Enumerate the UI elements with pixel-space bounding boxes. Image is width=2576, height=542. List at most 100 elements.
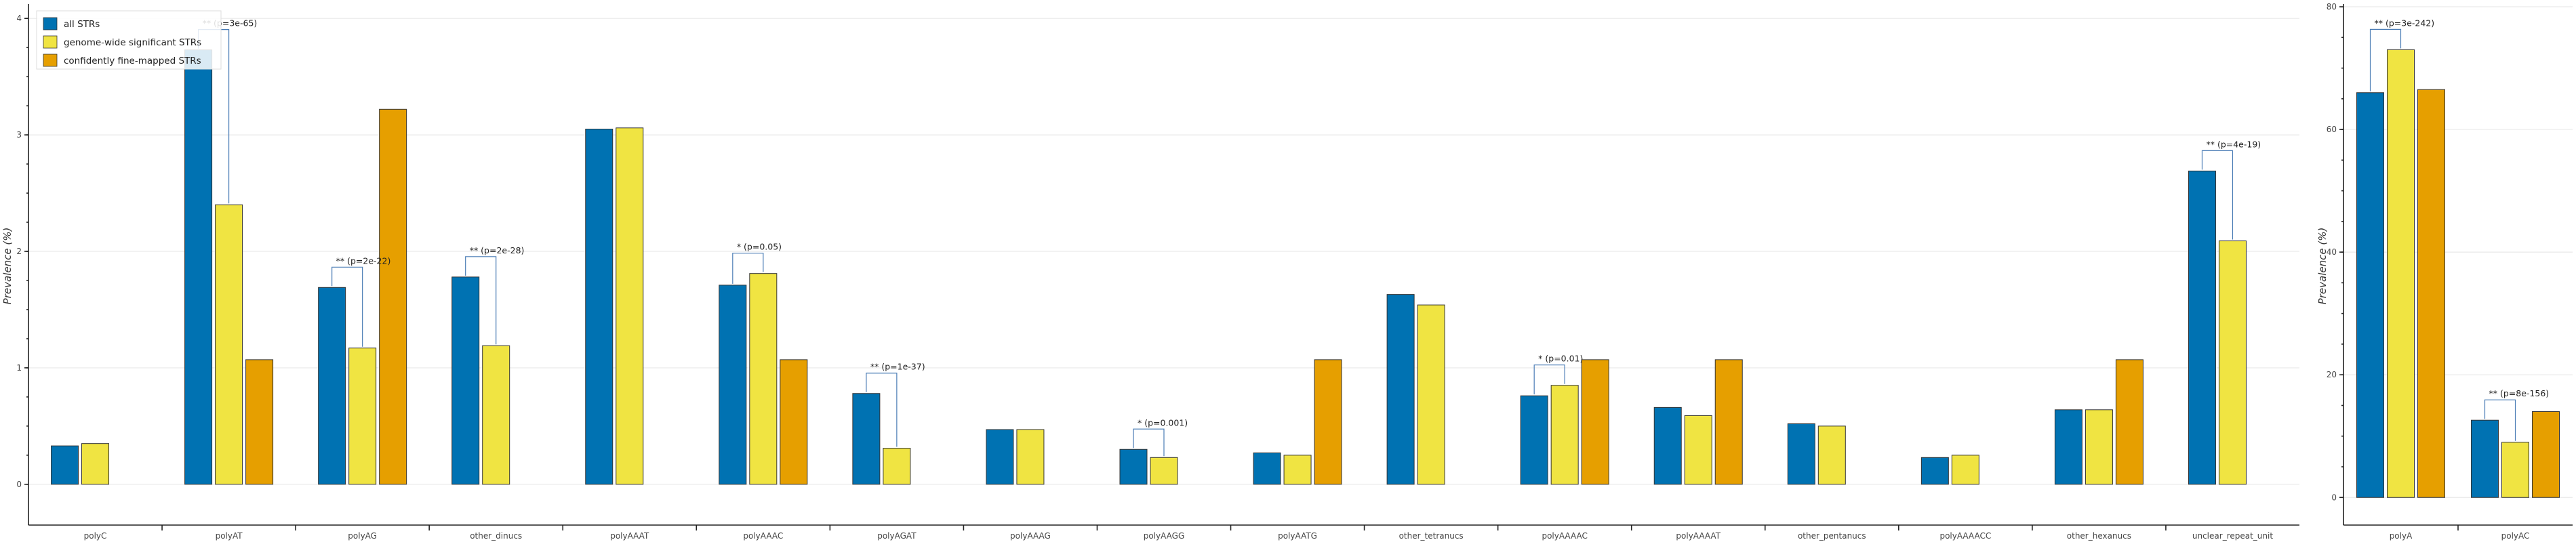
- significance-label: ** (p=2e-28): [470, 245, 525, 255]
- y-axis-label: Prevalence (%): [2316, 228, 2329, 305]
- bar-polyAT-2: [245, 359, 274, 485]
- significance-label: ** (p=1e-37): [870, 362, 925, 372]
- x-tick-label: other_tetranucs: [1399, 531, 1464, 541]
- significance-bracket: [2484, 399, 2516, 441]
- significance-label: ** (p=4e-19): [2206, 139, 2261, 149]
- bar-polyAATG-0: [1253, 452, 1281, 485]
- y-tick-label: 1: [16, 363, 22, 373]
- bar-other_dinucs-0: [451, 276, 480, 485]
- x-tick-label: other_hexanucs: [2067, 531, 2131, 541]
- bar-polyAAGG-1: [1150, 457, 1178, 485]
- bar-polyAAAAC-2: [1581, 359, 1609, 485]
- bar-polyAAAC-2: [780, 359, 808, 485]
- significance-label: * (p=0.01): [1538, 354, 1583, 364]
- bar-unclear_repeat_unit-1: [2218, 241, 2247, 485]
- significance-label: * (p=0.05): [737, 242, 782, 252]
- y-tick-label: 0: [16, 480, 22, 489]
- legend: all STRs genome-wide significant STRs conf…: [36, 10, 222, 70]
- x-tick-label: polyAAAAT: [1676, 531, 1720, 541]
- bar-polyC-1: [81, 443, 110, 485]
- x-tick-label: other_pentanucs: [1798, 531, 1866, 541]
- bar-polyAAGG-0: [1119, 449, 1148, 485]
- legend-box: [36, 10, 222, 70]
- bar-polyAGAT-1: [883, 448, 911, 485]
- significance-bracket: [1533, 364, 1565, 395]
- x-tick-label: polyAAAT: [610, 531, 649, 541]
- bar-polyAAAAT-0: [1653, 406, 1682, 485]
- bar-polyAG-2: [379, 108, 407, 485]
- significance-bracket: [465, 256, 497, 345]
- bar-polyAAAC-0: [719, 285, 747, 485]
- bar-polyC-0: [51, 445, 79, 485]
- bar-polyAAAACC-1: [1951, 455, 1979, 485]
- legend-swatch: [43, 17, 58, 30]
- y-tick-label: 60: [2327, 125, 2337, 134]
- x-tick-label: polyC: [84, 531, 107, 541]
- bar-other_tetranucs-0: [1386, 294, 1415, 485]
- bar-polyAAAAT-2: [1714, 359, 1743, 485]
- significance-label: ** (p=2e-22): [336, 255, 391, 266]
- bar-polyAGAT-0: [852, 393, 881, 485]
- bar-polyAATG-2: [1314, 359, 1342, 485]
- x-tick-label: polyAGAT: [877, 531, 917, 541]
- significance-label: ** (p=3e-242): [2375, 18, 2435, 28]
- y-axis-label: Prevalence (%): [1, 228, 14, 305]
- x-tick-label: polyAG: [348, 531, 377, 541]
- significance-bracket: [331, 266, 363, 347]
- bar-polyAC-0: [2471, 419, 2499, 498]
- bar-polyAAAC-1: [749, 273, 778, 485]
- x-tick-label: polyAAAACC: [1939, 531, 1991, 541]
- x-tick-label: polyAC: [2501, 531, 2530, 541]
- bar-polyAAAAC-1: [1550, 385, 1579, 485]
- bar-polyAAAG-0: [986, 429, 1014, 485]
- bar-polyAAAAC-0: [1520, 395, 1548, 485]
- bar-polyAATG-1: [1283, 455, 1312, 485]
- bar-polyAAAG-1: [1016, 429, 1045, 485]
- bar-polyA-1: [2387, 49, 2415, 498]
- bar-other_hexanucs-1: [2085, 409, 2113, 485]
- x-tick-label: polyAAAG: [1010, 531, 1051, 541]
- y-tick-label: 3: [16, 130, 22, 140]
- x-tick-label: polyAAAC: [743, 531, 783, 541]
- bar-polyAT-1: [215, 204, 243, 485]
- bar-polyAAAT-0: [585, 129, 613, 485]
- bar-other_tetranucs-1: [1417, 304, 1445, 485]
- bar-other_pentanucs-0: [1787, 423, 1815, 485]
- bar-polyAAAACC-0: [1920, 457, 1949, 485]
- y-tick-label: 2: [16, 247, 22, 256]
- bar-polyAT-0: [184, 49, 213, 485]
- right-panel: 0 20 40 60 80 Prevalence (%) polyA polyAC ** (p=…: [2316, 2, 2573, 541]
- bar-other_hexanucs-2: [2115, 359, 2144, 485]
- y-tick-label: 4: [16, 14, 22, 23]
- legend-label: confidently fine-mapped STRs: [64, 56, 201, 66]
- significance-label: ** (p=8e-156): [2489, 388, 2550, 398]
- bar-polyAAAAT-1: [1684, 415, 1712, 485]
- legend-label: genome-wide significant STRs: [64, 37, 201, 48]
- x-tick-label: polyA: [2390, 531, 2413, 541]
- bar-polyAG-1: [348, 348, 377, 485]
- left-panel: 0 1 2 3 4 Prevalence (%) polyC polyAT polyAG othe…: [1, 4, 2299, 541]
- bar-unclear_repeat_unit-0: [2188, 170, 2216, 485]
- significance-bracket: [1133, 428, 1165, 457]
- x-tick-label: polyAAGG: [1144, 531, 1185, 541]
- x-tick-label: polyAATG: [1278, 531, 1317, 541]
- significance-bracket: [866, 373, 898, 447]
- significance-bracket: [2201, 150, 2234, 240]
- y-tick-label: 0: [2331, 493, 2337, 502]
- bar-polyAC-2: [2532, 411, 2560, 498]
- significance-bracket: [2369, 28, 2402, 91]
- y-tick-label: 20: [2327, 370, 2337, 379]
- significance-label: * (p=0.001): [1138, 417, 1188, 428]
- y-tick-label: 80: [2327, 2, 2337, 12]
- bar-polyAC-1: [2501, 442, 2529, 498]
- legend-label: all STRs: [64, 19, 100, 30]
- bar-polyA-2: [2417, 89, 2445, 498]
- bar-polyAG-0: [318, 287, 346, 485]
- bar-polyAAAT-1: [616, 127, 644, 485]
- y-tick-label: 40: [2327, 247, 2337, 257]
- bar-other_dinucs-1: [482, 345, 510, 485]
- x-tick-label: polyAT: [216, 531, 243, 541]
- x-tick-label: unclear_repeat_unit: [2192, 531, 2273, 541]
- bar-other_hexanucs-0: [2054, 409, 2082, 485]
